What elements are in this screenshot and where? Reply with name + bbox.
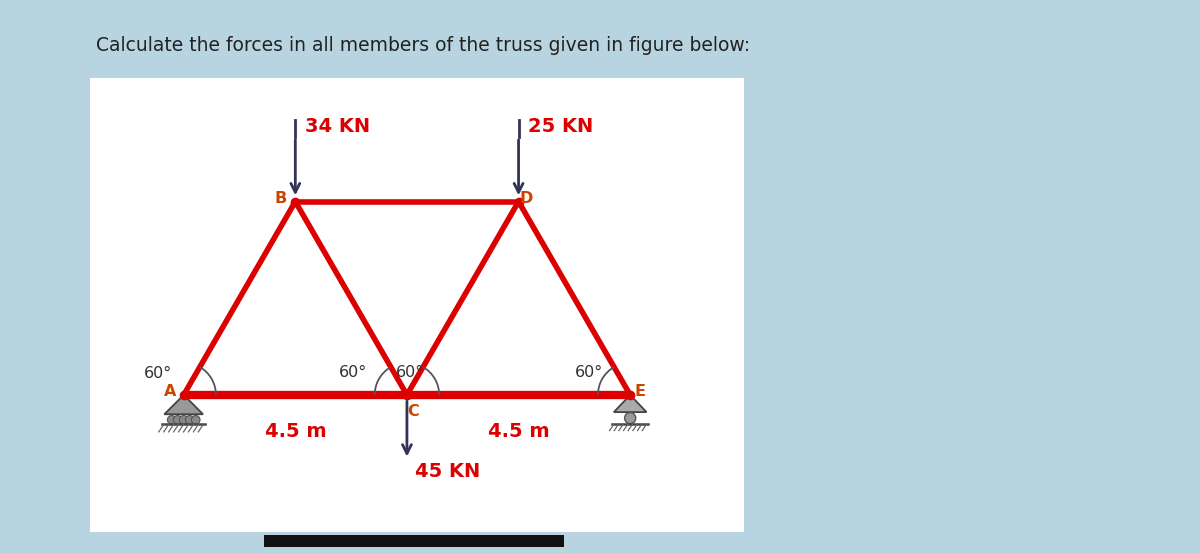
Text: 60°: 60° bbox=[340, 365, 367, 380]
Text: E: E bbox=[634, 384, 646, 399]
Text: A: A bbox=[163, 384, 176, 399]
Text: 60°: 60° bbox=[144, 366, 172, 381]
Text: C: C bbox=[408, 404, 419, 419]
Text: D: D bbox=[520, 191, 533, 206]
Text: 60°: 60° bbox=[396, 365, 425, 380]
Circle shape bbox=[186, 416, 194, 424]
Text: 34 KN: 34 KN bbox=[305, 117, 370, 136]
Text: B: B bbox=[274, 191, 287, 206]
Polygon shape bbox=[614, 395, 647, 412]
Text: 60°: 60° bbox=[575, 365, 604, 380]
Text: 4.5 m: 4.5 m bbox=[264, 422, 326, 441]
Circle shape bbox=[624, 413, 636, 424]
Text: Calculate the forces in all members of the truss given in figure below:: Calculate the forces in all members of t… bbox=[96, 36, 750, 55]
Polygon shape bbox=[164, 395, 203, 414]
Text: 25 KN: 25 KN bbox=[528, 117, 593, 136]
Circle shape bbox=[167, 416, 176, 424]
Text: 4.5 m: 4.5 m bbox=[487, 422, 550, 441]
Circle shape bbox=[192, 416, 200, 424]
Circle shape bbox=[173, 416, 182, 424]
Text: 45 KN: 45 KN bbox=[415, 462, 480, 481]
Circle shape bbox=[180, 416, 188, 424]
